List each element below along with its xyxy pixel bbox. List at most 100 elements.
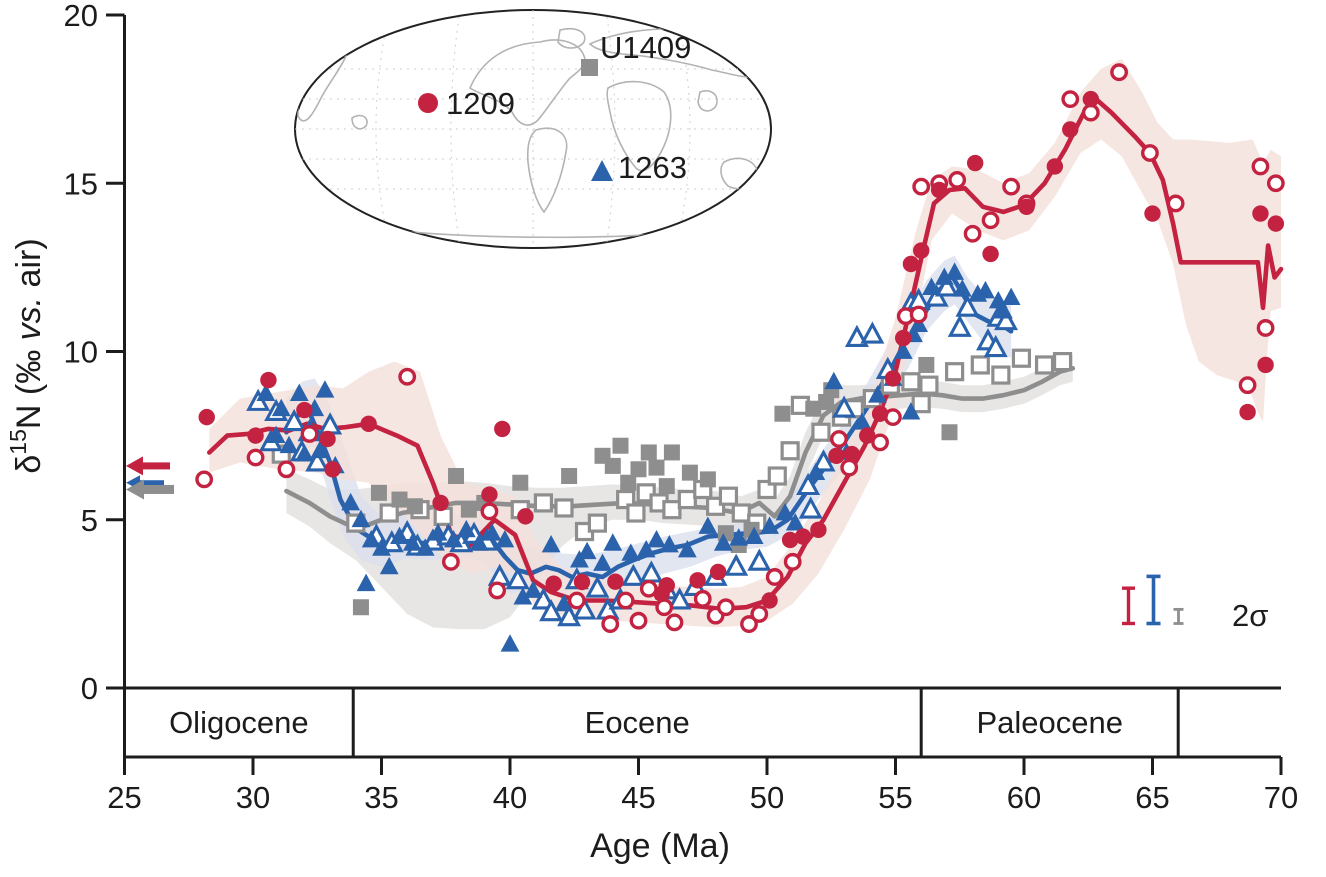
point-U1409-filled [681,464,698,481]
points-U1409 [271,348,1073,616]
point-1209-open [740,615,758,633]
x-tick-label: 60 [1007,780,1041,815]
y-title-vs: vs. [10,297,48,340]
point-1263-filled [760,516,779,534]
point-1263-filled [621,543,641,561]
point-U1409-filled [512,474,529,491]
point-U1409-open [554,498,574,518]
point-1209-open [716,598,735,617]
points-1209 [195,63,1285,633]
point-U1409-filled [663,444,680,461]
point-1263-filled [541,534,561,553]
point-U1409-open [901,372,921,392]
point-1263-filled [289,383,309,401]
x-axis-title: Age (Ma) [590,827,730,865]
point-1209-filled [360,415,377,433]
point-1209-filled [494,420,511,438]
point-1263-filled [952,279,972,297]
point-1209-open [830,430,848,448]
point-1209-open [963,224,982,243]
point-1263-open [983,334,1008,358]
point-1263-filled [523,580,543,598]
point-1263-open [947,314,972,337]
point-1209-open [1002,177,1021,196]
point-1263-filled [852,412,872,430]
point-U1409-filled [620,474,637,491]
point-1209-open [1081,103,1100,122]
point-1263-filled [934,267,954,285]
point-1209-filled [481,486,498,503]
point-1263-filled [415,538,435,556]
epoch-strip: Oligocene Eocene Paleocene [124,686,1281,757]
point-1263-filled [341,492,361,511]
point-U1409-open [919,375,939,395]
y-axis-title: δ15N (‰ vs. air) [5,238,48,473]
point-1209-open [601,615,620,633]
sigma-bar-U1409-icon [1173,607,1184,625]
y-tick-label: 10 [64,335,98,370]
point-1209-filled [982,245,999,263]
epoch-label-eocene: Eocene [585,705,690,740]
point-U1409-filled [391,491,408,508]
site-location-map: 1209 U1409 1263 [294,9,772,249]
point-1209-open [948,170,967,189]
point-1209-open [1110,63,1128,82]
point-1263-open [811,449,836,472]
point-U1409-filled [352,599,369,616]
point-1209-filled [1267,215,1285,232]
point-1263-open [860,321,885,344]
point-1263-open [798,496,823,519]
arrow-shaft-U1409-icon [143,484,174,494]
point-1263-open [796,472,821,496]
point-1209-open [840,458,859,477]
point-1263-filled [824,371,844,390]
point-1209-open [629,611,648,630]
point-U1409-filled [406,498,423,515]
point-1263-filled [295,444,314,462]
point-U1409-filled [699,471,716,488]
point-U1409-filled [648,459,665,476]
point-1263-filled [279,435,299,454]
points-1263 [246,262,1021,652]
point-U1409-open [1034,355,1055,375]
point-1263-filled [647,529,666,548]
point-1263-filled [379,556,399,575]
point-1263-filled [593,553,612,571]
point-U1409-filled [448,468,465,485]
x-tick-label: 55 [878,780,912,815]
point-1263-open [531,587,556,610]
point-1263-open [747,548,772,571]
point-U1409-filled [640,444,657,461]
reference-arrows [126,456,174,500]
point-1209-filled [1252,205,1269,222]
point-U1409-open [587,513,607,533]
point-U1409-filled [612,437,629,454]
point-1263-filled [659,534,679,553]
point-U1409-open [1011,348,1032,368]
point-1263-open [282,408,307,432]
data-points [195,63,1285,652]
point-1209-filled [895,329,912,347]
point-1209-filled [517,508,534,525]
point-U1409-filled [805,400,822,417]
point-U1409-open [379,503,399,523]
point-1263-filled [698,516,718,534]
point-U1409-open [767,466,787,486]
x-tick-label: 65 [1135,780,1169,815]
point-1263-filled [577,541,597,560]
point-1263-filled [636,540,656,558]
sigma-bar-1209-icon [1122,586,1135,626]
point-U1409-filled [370,484,387,501]
point-1209-open [246,448,265,467]
point-1263-filled [806,462,826,481]
y-tick-label: 5 [81,503,98,538]
point-1209-open [1141,144,1159,162]
arrow-shaft-1263-icon [139,480,164,486]
point-1209-open [1061,90,1080,109]
point-1263-filled [603,533,623,551]
point-1209-open [783,552,802,571]
point-1263-open [832,395,857,418]
map-marker-1209-icon [418,93,438,113]
point-1263-filled [469,533,489,551]
